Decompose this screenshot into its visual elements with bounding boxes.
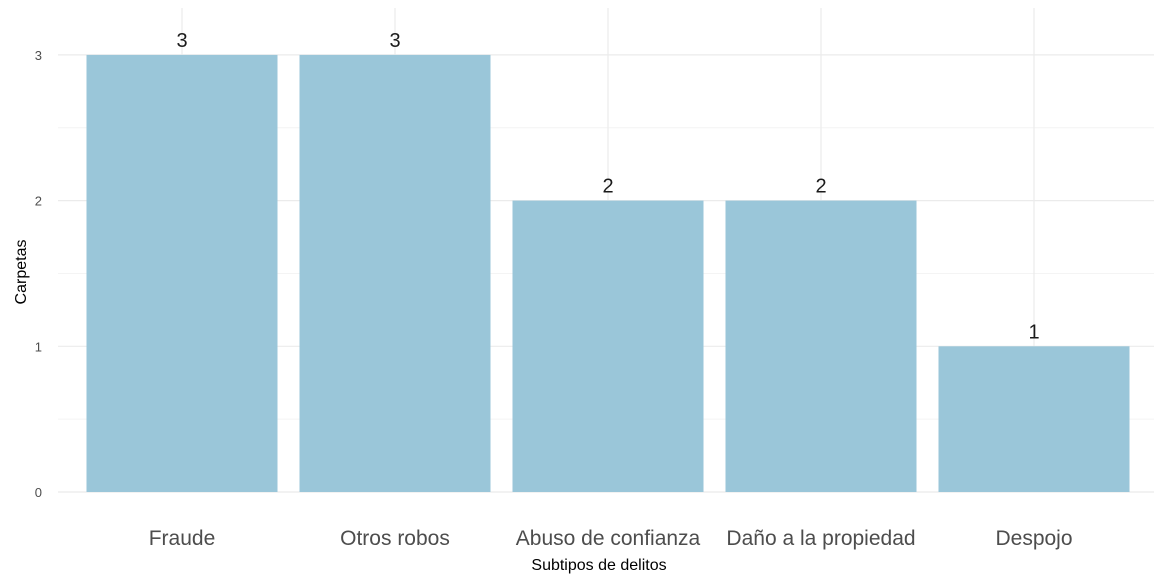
bar-value-label: 2 <box>815 176 826 198</box>
bar <box>725 200 917 492</box>
y-tick-label: 2 <box>35 194 42 209</box>
y-tick-label: 1 <box>35 339 42 354</box>
bars-layer <box>86 54 1130 493</box>
x-tick-label: Fraude <box>149 527 216 550</box>
y-tick-label: 3 <box>35 48 42 63</box>
bar <box>86 54 278 493</box>
bar-value-label: 3 <box>176 30 187 52</box>
bar <box>938 346 1130 492</box>
x-tick-label: Daño a la propiedad <box>726 527 915 550</box>
y-axis-ticks: 0 1 2 3 <box>35 48 42 500</box>
x-tick-label: Otros robos <box>340 527 450 550</box>
y-axis-title: Carpetas <box>13 240 30 305</box>
x-axis-ticks: Fraude Otros robos Abuso de confianza Daño … <box>149 527 1073 550</box>
x-axis-title: Subtipos de delitos <box>531 557 666 574</box>
bar-value-label: 3 <box>389 30 400 52</box>
bar <box>512 200 704 492</box>
bar <box>299 54 491 493</box>
bar-value-label: 1 <box>1028 321 1039 343</box>
value-labels-layer: 3 3 2 2 1 <box>176 30 1039 343</box>
y-tick-label: 0 <box>35 485 42 500</box>
x-tick-label: Abuso de confianza <box>516 527 701 550</box>
bar-value-label: 2 <box>602 176 613 198</box>
x-tick-label: Despojo <box>995 527 1072 550</box>
